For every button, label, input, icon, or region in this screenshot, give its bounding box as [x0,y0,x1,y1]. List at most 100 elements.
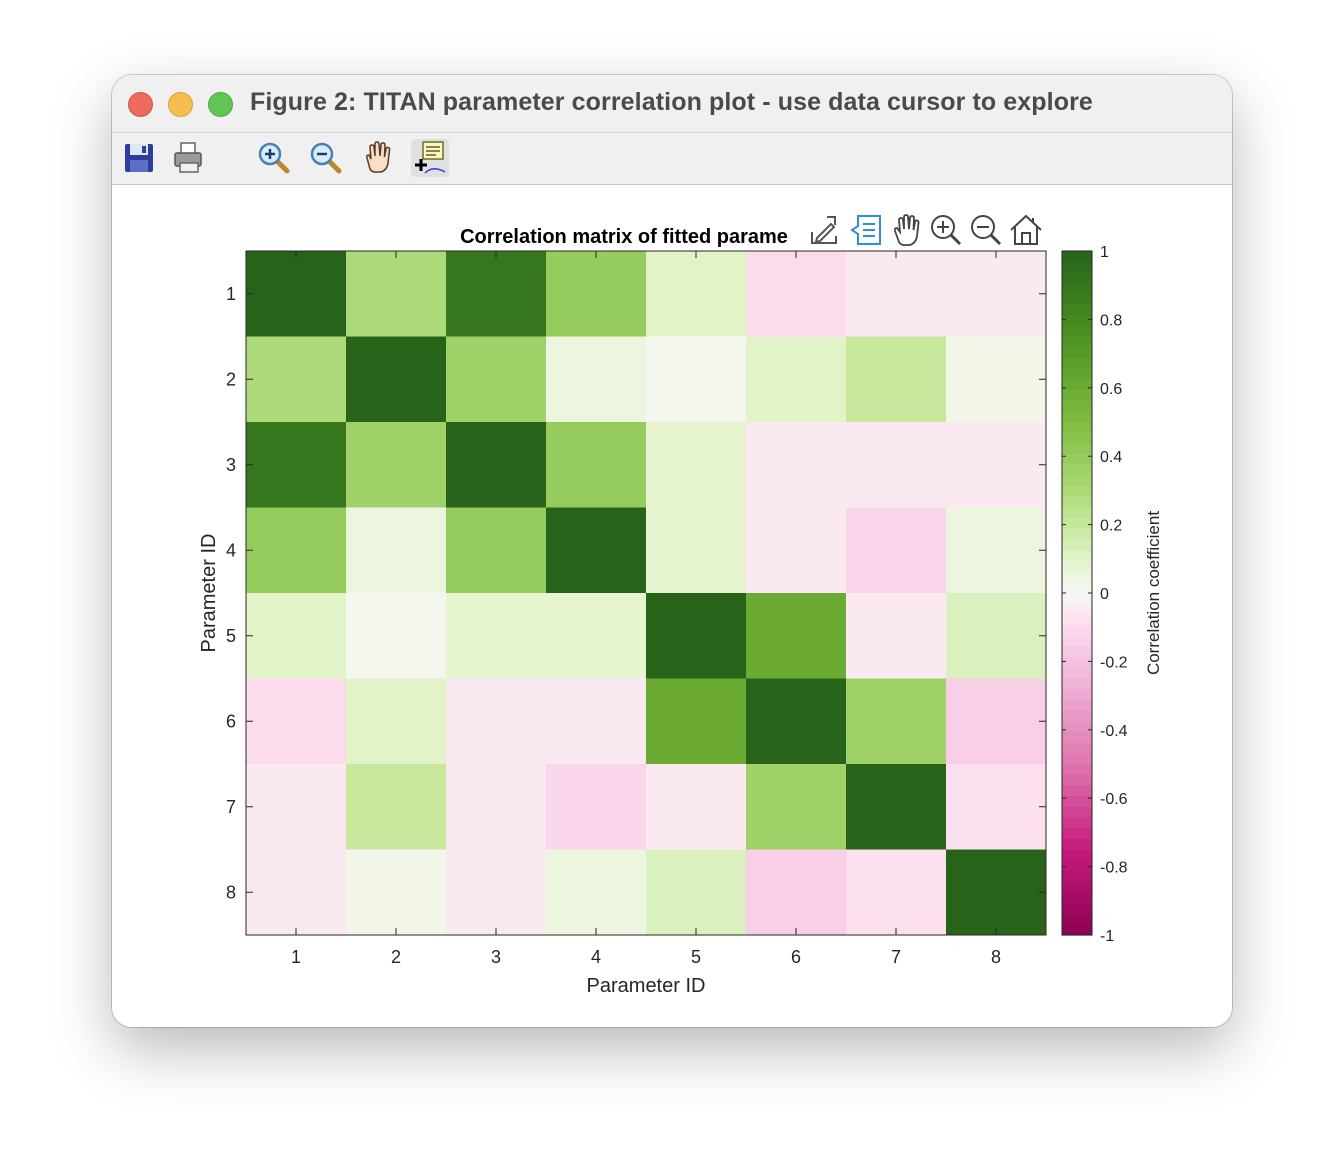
heatmap-cell[interactable] [246,678,347,765]
colorbar-segment [1062,699,1092,712]
heatmap-cell[interactable] [546,849,647,936]
heatmap-cell[interactable] [946,764,1047,850]
data-tips-icon [850,215,881,245]
colorbar-segment [1062,454,1092,466]
colorbar-segment [1062,496,1092,509]
heatmap-cell[interactable] [346,593,447,679]
zoom-in-button[interactable] [255,139,293,177]
heatmap-cell[interactable] [846,507,947,594]
heatmap-cell[interactable] [346,678,447,765]
colorbar-segment [1062,742,1092,754]
pan-button[interactable] [359,139,397,177]
heatmap-cell[interactable] [846,678,947,765]
heatmap-cell[interactable] [746,251,847,337]
heatmap-cell[interactable] [946,593,1047,679]
heatmap-cell[interactable] [446,336,547,423]
colorbar-segment [1062,774,1092,786]
heatmap-cell[interactable] [446,251,547,337]
heatmap-cell[interactable] [946,678,1047,765]
heatmap-cell[interactable] [746,593,847,679]
x-tick-label: 2 [391,947,401,967]
heatmap-cell[interactable] [746,336,847,423]
x-tick-label: 3 [491,947,501,967]
heatmap-cell[interactable] [246,422,347,508]
heatmap-cell[interactable] [946,849,1047,936]
heatmap-cell[interactable] [546,593,647,679]
heatmap-cell[interactable] [646,678,747,765]
figure-canvas: Correlation matrix of fitted parame 1 2 3 4… [112,185,1232,1027]
axes-home-button[interactable] [1008,212,1044,248]
heatmap-cell[interactable] [346,764,447,850]
heatmap-cell[interactable] [646,507,747,594]
heatmap-cell[interactable] [546,336,647,423]
heatmap-cell[interactable] [646,593,747,679]
axes-pan-button[interactable] [888,212,924,248]
chart-title: Correlation matrix of fitted parame [460,226,788,248]
heatmap-cell[interactable] [846,593,947,679]
colorbar-segment [1062,849,1092,861]
heatmap-cell[interactable] [246,336,347,423]
heatmap-cell[interactable] [346,336,447,423]
pan-hand-icon [366,141,391,173]
minimize-window-button[interactable] [168,92,193,117]
heatmap-cell[interactable] [746,849,847,936]
heatmap-cell[interactable] [346,422,447,508]
axes-zoom-out-button[interactable] [968,212,1004,248]
heatmap-cell[interactable] [246,849,347,936]
heatmap-cell[interactable] [746,422,847,508]
heatmap-cell[interactable] [246,764,347,850]
heatmap-cell[interactable] [346,849,447,936]
heatmap-cell[interactable] [446,593,547,679]
heatmap-cell[interactable] [546,764,647,850]
print-button[interactable] [170,139,208,177]
heatmap-cell[interactable] [446,507,547,594]
y-tick-labels: 1 2 3 4 5 6 7 8 [226,284,236,903]
heatmap-cell[interactable] [746,678,847,765]
x-tick-labels: 1 2 3 4 5 6 7 8 [291,947,1001,967]
maximize-window-button[interactable] [208,92,233,117]
heatmap-cell[interactable] [646,336,747,423]
heatmap-cell[interactable] [246,507,347,594]
heatmap-cell[interactable] [246,593,347,679]
axes-data-tips-button[interactable] [848,212,884,248]
heatmap-cell[interactable] [946,422,1047,508]
x-tick-label: 7 [891,947,901,967]
heatmap-cell[interactable] [546,422,647,508]
colorbar-segment [1062,721,1092,733]
heatmap-cell[interactable] [746,507,847,594]
save-icon [125,144,153,172]
heatmap-cell[interactable] [646,251,747,337]
colorbar-segment [1062,753,1092,765]
heatmap-cell[interactable] [946,251,1047,337]
heatmap-cell[interactable] [446,849,547,936]
heatmap-cell[interactable] [346,251,447,337]
heatmap-cell[interactable] [846,251,947,337]
heatmap-cell[interactable] [446,422,547,508]
heatmap-cell[interactable] [746,764,847,850]
heatmap-cell[interactable] [546,251,647,337]
heatmap-cell[interactable] [846,764,947,850]
y-axis-label: Parameter ID [198,534,220,653]
heatmap-cell[interactable] [946,507,1047,594]
heatmap-cell[interactable] [546,678,647,765]
close-window-button[interactable] [128,92,153,117]
colorbar-segment [1062,764,1092,776]
save-button[interactable] [120,139,158,177]
zoom-out-button[interactable] [307,139,345,177]
heatmap-cell[interactable] [246,251,347,337]
heatmap-cell[interactable] [446,764,547,850]
heatmap-cell[interactable] [946,336,1047,423]
heatmap-cell[interactable] [846,422,947,508]
heatmap-cell[interactable] [546,507,647,594]
heatmap-cell[interactable] [346,507,447,594]
heatmap-cell[interactable] [846,849,947,936]
heatmap-cell[interactable] [646,764,747,850]
axes-export-button[interactable] [807,212,843,248]
data-cursor-button[interactable] [411,139,449,177]
heatmap-cell[interactable] [646,422,747,508]
colorbar-segment [1062,411,1092,423]
heatmap-cell[interactable] [646,849,747,936]
heatmap-cell[interactable] [446,678,547,765]
axes-zoom-in-button[interactable] [928,212,964,248]
heatmap-cell[interactable] [846,336,947,423]
